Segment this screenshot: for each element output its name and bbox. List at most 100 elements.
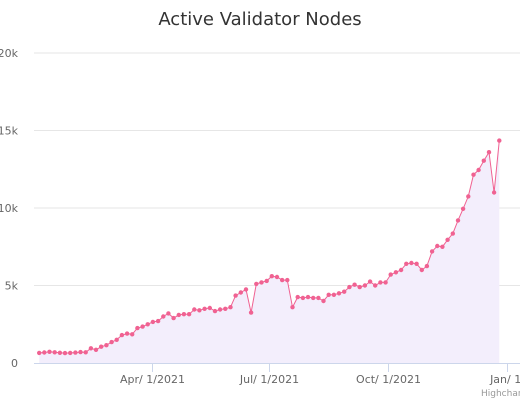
data-point[interactable] — [347, 284, 352, 290]
data-point[interactable] — [202, 306, 207, 311]
data-point[interactable] — [311, 295, 316, 301]
data-point[interactable] — [388, 272, 393, 277]
data-point[interactable] — [419, 267, 424, 273]
data-point[interactable] — [161, 314, 166, 319]
data-point[interactable] — [285, 277, 290, 283]
data-point[interactable] — [166, 311, 171, 316]
data-point[interactable] — [212, 308, 218, 314]
data-point[interactable] — [326, 292, 331, 297]
data-point[interactable] — [223, 306, 228, 311]
data-point[interactable] — [88, 346, 94, 351]
data-point[interactable] — [124, 331, 130, 336]
data-point[interactable] — [331, 292, 337, 297]
data-point[interactable] — [181, 312, 187, 317]
data-point[interactable] — [243, 287, 249, 292]
series-area-fill — [39, 140, 500, 363]
data-point[interactable] — [460, 206, 466, 211]
data-point[interactable] — [274, 274, 280, 280]
data-point[interactable] — [109, 339, 114, 345]
data-point[interactable] — [491, 190, 497, 195]
data-point[interactable] — [466, 194, 471, 199]
data-point[interactable] — [409, 260, 414, 266]
data-point[interactable] — [383, 280, 388, 285]
data-point[interactable] — [155, 318, 161, 324]
data-point[interactable] — [352, 282, 357, 287]
data-point[interactable] — [367, 279, 373, 284]
data-point[interactable] — [197, 308, 202, 313]
data-point[interactable] — [316, 295, 321, 301]
data-point[interactable] — [450, 231, 455, 236]
data-point[interactable] — [228, 305, 233, 310]
data-point[interactable] — [73, 350, 78, 355]
data-point[interactable] — [414, 261, 419, 266]
data-point[interactable] — [130, 332, 135, 337]
x-axis-labels: Apr/ 1/2021 Jul/ 1/2021 Oct/ 1/2021 Jan/ 1/ — [120, 363, 520, 386]
data-point[interactable] — [62, 350, 68, 356]
data-point[interactable] — [171, 315, 176, 321]
data-point[interactable] — [305, 294, 311, 300]
data-point[interactable] — [486, 150, 492, 155]
y-axis-labels: 0 5k 10k 15k 20k — [0, 47, 19, 370]
data-point[interactable] — [233, 293, 238, 298]
data-point[interactable] — [254, 281, 259, 287]
chart-title: Active Validator Nodes — [158, 9, 361, 30]
data-point[interactable] — [119, 332, 125, 338]
data-point[interactable] — [424, 263, 430, 269]
data-point[interactable] — [373, 283, 378, 288]
data-point[interactable] — [497, 138, 502, 143]
y-tick-label: 5k — [5, 280, 19, 293]
data-point[interactable] — [238, 290, 243, 295]
data-point[interactable] — [135, 325, 140, 331]
data-point[interactable] — [176, 312, 181, 318]
data-point[interactable] — [37, 350, 42, 356]
data-point[interactable] — [455, 218, 461, 223]
data-point[interactable] — [290, 305, 295, 310]
data-point[interactable] — [440, 244, 445, 249]
data-point[interactable] — [93, 347, 99, 352]
data-point[interactable] — [83, 350, 88, 355]
x-tick-label: Apr/ 1/2021 — [120, 373, 185, 386]
data-point[interactable] — [248, 310, 254, 315]
data-point[interactable] — [259, 280, 264, 285]
data-point[interactable] — [99, 344, 104, 349]
highcharts-credit[interactable]: Highchar — [481, 389, 520, 399]
data-point[interactable] — [104, 343, 109, 348]
data-point[interactable] — [378, 280, 383, 285]
data-point[interactable] — [186, 312, 192, 317]
data-point[interactable] — [280, 277, 285, 283]
data-point[interactable] — [445, 237, 450, 242]
data-point[interactable] — [471, 172, 476, 177]
data-point[interactable] — [42, 350, 47, 355]
data-point[interactable] — [57, 350, 63, 355]
data-point[interactable] — [336, 291, 342, 296]
data-point[interactable] — [357, 284, 362, 290]
data-point[interactable] — [114, 337, 119, 342]
data-point[interactable] — [264, 278, 269, 284]
data-point[interactable] — [295, 294, 300, 300]
data-point[interactable] — [404, 261, 409, 266]
data-point[interactable] — [269, 274, 274, 279]
y-tick-label: 0 — [11, 357, 18, 370]
data-point[interactable] — [150, 319, 156, 325]
data-point[interactable] — [52, 350, 57, 355]
data-point[interactable] — [429, 249, 435, 254]
data-point[interactable] — [476, 167, 481, 173]
data-point[interactable] — [398, 267, 404, 273]
data-point[interactable] — [217, 307, 223, 312]
data-point[interactable] — [362, 283, 368, 288]
data-point[interactable] — [78, 349, 83, 355]
data-point[interactable] — [140, 324, 145, 329]
data-point[interactable] — [300, 295, 306, 301]
data-point[interactable] — [321, 298, 326, 304]
data-point[interactable] — [481, 158, 486, 163]
data-point[interactable] — [68, 350, 73, 356]
data-point[interactable] — [435, 243, 440, 249]
data-point[interactable] — [192, 307, 197, 312]
series-points — [37, 138, 502, 356]
data-point[interactable] — [47, 349, 52, 354]
data-point[interactable] — [145, 322, 150, 327]
data-point[interactable] — [207, 305, 212, 311]
data-point[interactable] — [393, 270, 399, 275]
data-point[interactable] — [342, 289, 347, 294]
